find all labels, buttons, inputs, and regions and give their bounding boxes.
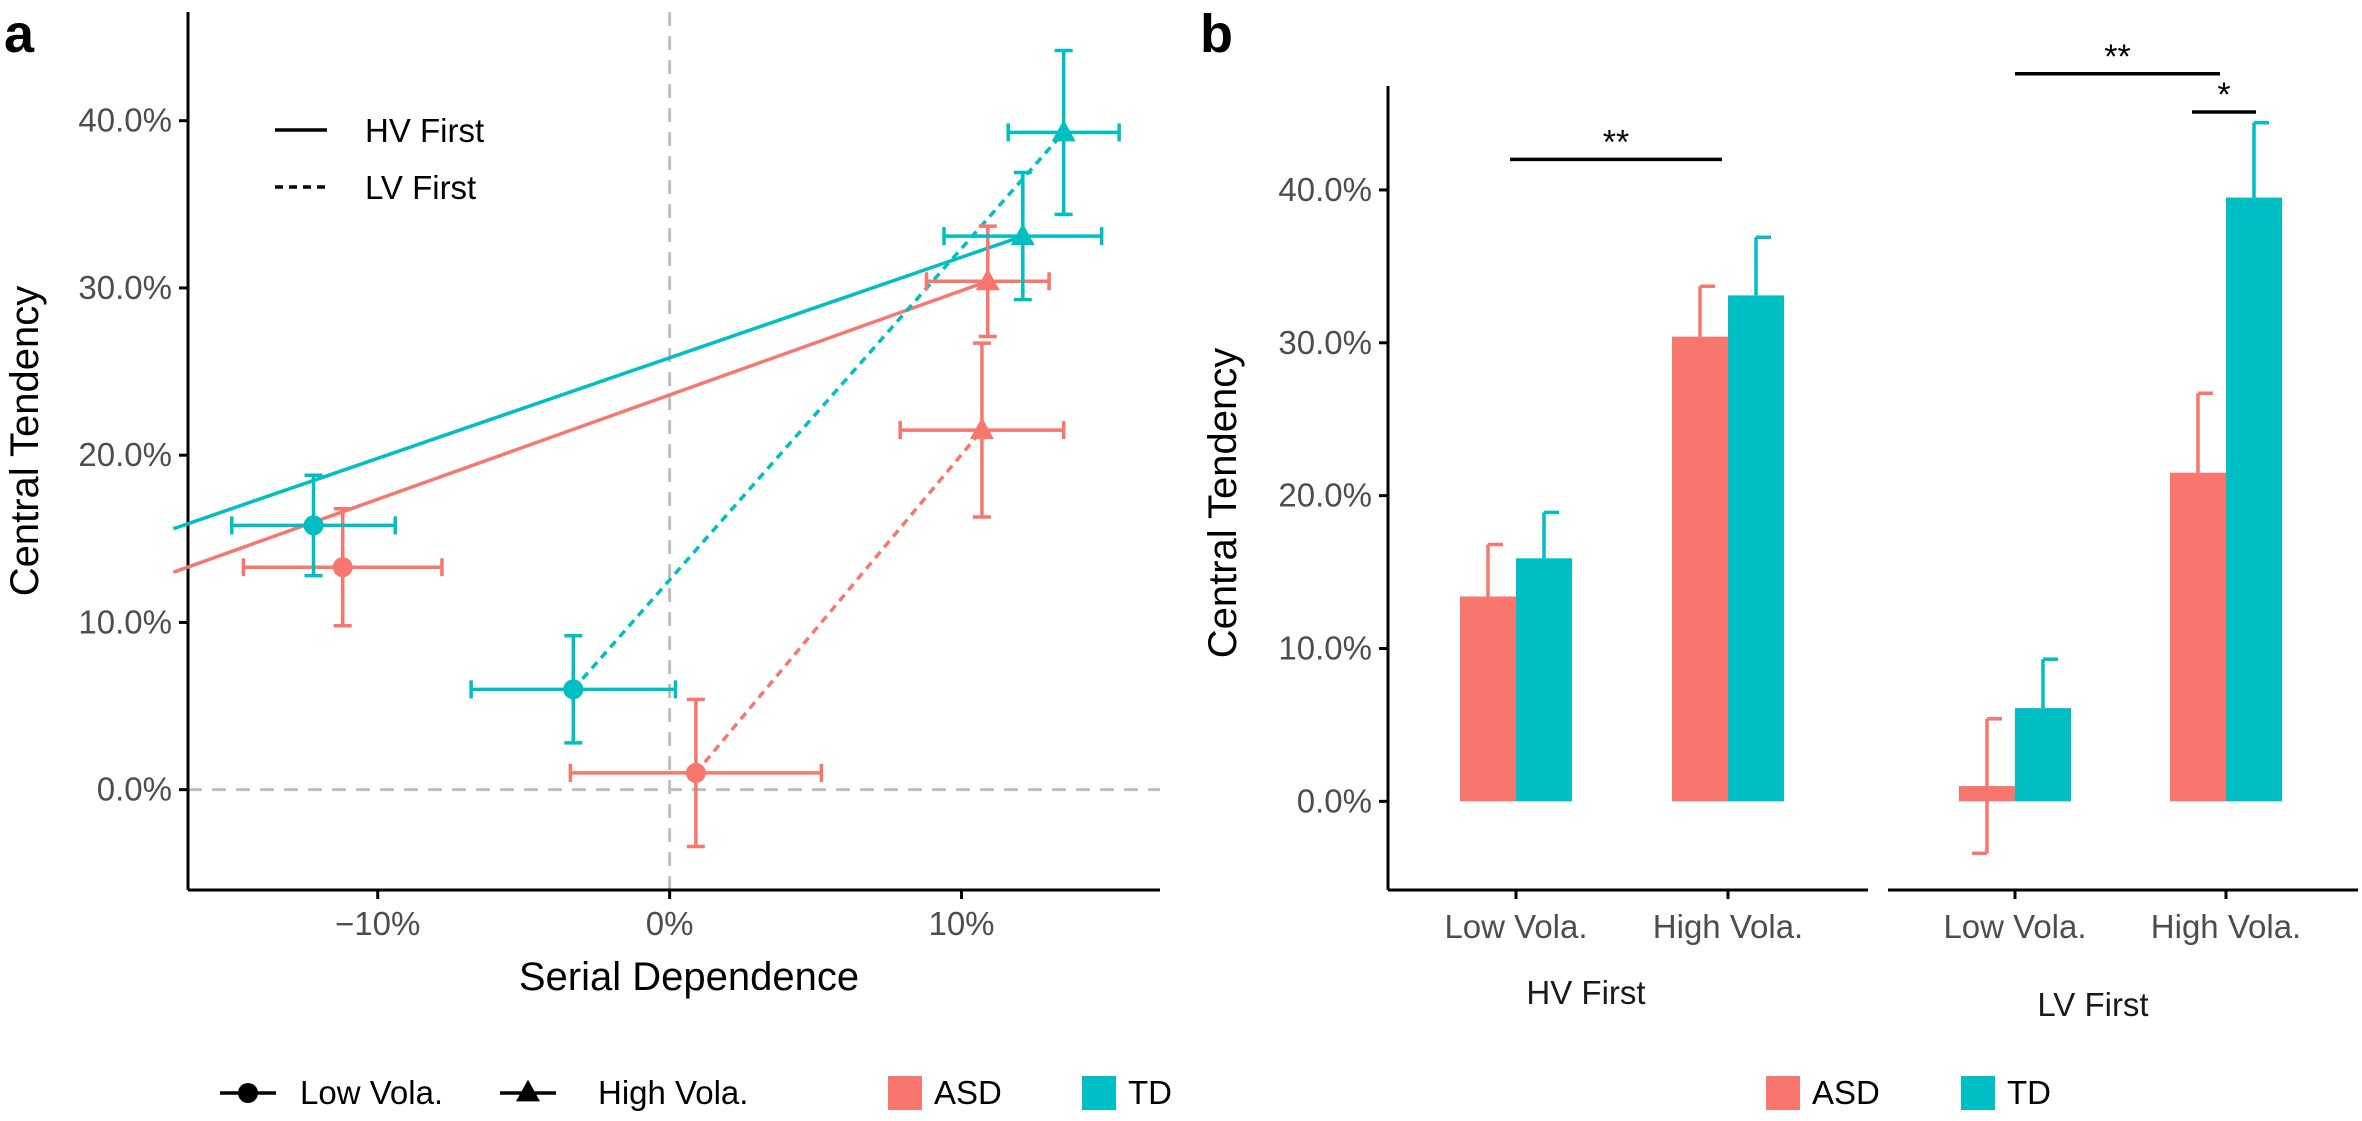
point-asd-lv-first-low-vola <box>685 762 706 783</box>
legend-a-fill-asd-label: ASD <box>934 1074 1002 1111</box>
b-y-tick-label: 0.0% <box>1297 782 1372 819</box>
b-y-tick-label: 40.0% <box>1278 171 1372 208</box>
b-x-tick-label-lv-first: Low Vola. <box>1943 908 2086 945</box>
panel-b-bars: 0.0% 10.0% 20.0% 30.0% 40.0% Central Tendency… <box>1201 38 2358 1023</box>
legend-linetype-lv-first-label: LV First <box>365 169 476 206</box>
b-y-tick-label: 30.0% <box>1278 324 1372 361</box>
x-tick-label: 0% <box>646 905 694 942</box>
bar-hv-first-low-vola-asd <box>1460 596 1516 802</box>
legends: Low Vola. High Vola. ASD TD ASD TD <box>220 1074 2051 1111</box>
legend-a-fill-td-label: TD <box>1128 1074 1172 1111</box>
b-y-tick-label: 10.0% <box>1278 629 1372 666</box>
point-td-lv-first-high-vola <box>1051 119 1076 142</box>
bar-hv-first-high-vola-asd <box>1672 336 1728 802</box>
point-td-hv-first-high-vola <box>1010 223 1035 246</box>
panel-a-scatter: 0.0% 10.0% 20.0% 30.0% 40.0% −10% 0% 10% Serial … <box>3 12 1160 999</box>
point-td-lv-first-low-vola <box>563 679 584 700</box>
panel-label-a: a <box>4 4 35 64</box>
x-axis-title: Serial Dependence <box>519 955 859 999</box>
panel-label-b: b <box>1200 4 1233 64</box>
b-x-tick-label-hv-first: Low Vola. <box>1444 908 1587 945</box>
point-asd-lv-first-high-vola <box>969 417 994 440</box>
y-tick-label: 10.0% <box>78 603 172 640</box>
x-tick-label: −10% <box>335 905 420 942</box>
legend-a-fill-asd-key <box>888 1076 922 1110</box>
b-x-tick-label-lv-first: High Vola. <box>2151 908 2301 945</box>
point-td-hv-first-low-vola <box>303 515 324 536</box>
b-y-axis-title: Central Tendency <box>1201 348 1245 659</box>
legend-shape-low-vola-label: Low Vola. <box>300 1074 443 1111</box>
b-x-tick-label-hv-first: High Vola. <box>1653 908 1803 945</box>
point-asd-hv-first-high-vola <box>975 268 1000 291</box>
bar-hv-first-high-vola-td <box>1728 295 1784 802</box>
legend-a-fill-td-key <box>1082 1076 1116 1110</box>
sig-label-hv-first: ** <box>1603 123 1629 161</box>
bar-hv-first-low-vola-td <box>1516 558 1572 802</box>
facet-label-hv-first: HV First <box>1526 974 1645 1011</box>
legend-shape-high-vola-marker <box>516 1079 540 1102</box>
y-tick-label: 30.0% <box>78 269 172 306</box>
legend-linetype-hv-first-label: HV First <box>365 112 484 149</box>
facet-label-lv-first: LV First <box>2037 986 2148 1023</box>
sig-label-lv-first: ** <box>2104 38 2130 76</box>
y-tick-label: 0.0% <box>97 771 172 808</box>
legend-b-fill-asd-label: ASD <box>1812 1074 1880 1111</box>
y-axis-title: Central Tendency <box>3 286 47 597</box>
legend-b-fill-asd-key <box>1766 1076 1800 1110</box>
legend-shape-low-vola-marker <box>238 1083 258 1103</box>
b-y-tick-label: 20.0% <box>1278 477 1372 514</box>
bar-lv-first-low-vola-td <box>2015 708 2071 802</box>
point-asd-hv-first-low-vola <box>332 557 353 578</box>
legend-b-fill-td-key <box>1961 1076 1995 1110</box>
y-tick-label: 20.0% <box>78 436 172 473</box>
line-asd-lv-first <box>694 428 984 775</box>
x-tick-label: 10% <box>928 905 994 942</box>
line-asd-hv-first <box>172 279 989 574</box>
legend-shape-high-vola-label: High Vola. <box>598 1074 748 1111</box>
line-td-hv-first <box>172 234 1024 531</box>
bar-lv-first-high-vola-td <box>2226 197 2282 802</box>
y-tick-label: 40.0% <box>78 102 172 139</box>
sig-label-lv-first: * <box>2217 76 2230 114</box>
legend-b-fill-td-label: TD <box>2007 1074 2051 1111</box>
bar-lv-first-high-vola-asd <box>2170 472 2226 802</box>
line-td-lv-first <box>571 131 1065 691</box>
